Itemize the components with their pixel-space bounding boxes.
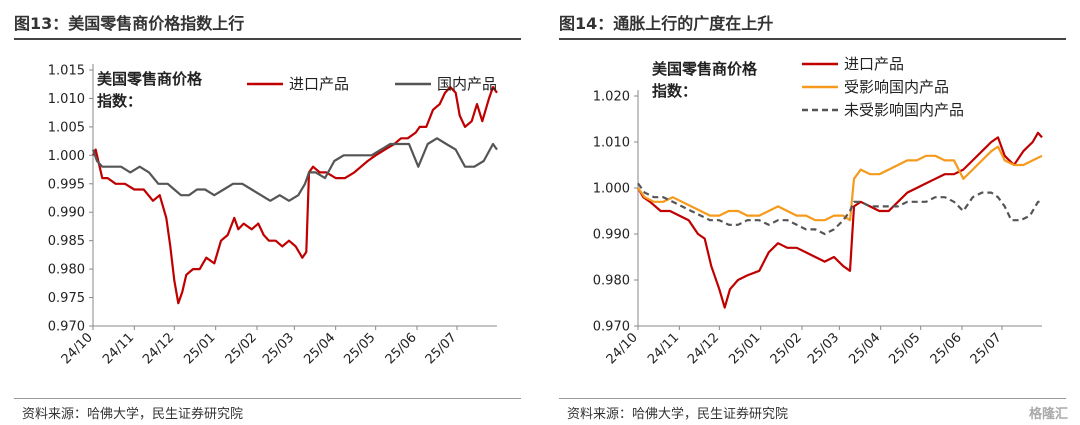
x-tick-label: 24/10 <box>604 330 641 367</box>
footer-rule <box>14 398 521 399</box>
chart-title: 图13：美国零售商价格指数上行 <box>14 14 245 33</box>
unit-label: 指数： <box>652 82 697 100</box>
series-line-1 <box>637 131 1043 309</box>
line-chart-14: 0.970 0.980 0.990 1.000 1.010 1.020 24/10 24/11… <box>593 55 1043 367</box>
y-tick-label: 0.980 <box>48 263 85 278</box>
y-tick-label: 0.975 <box>48 291 85 306</box>
legend-label: 国内产品 <box>437 75 497 93</box>
series-line-2 <box>637 145 1043 222</box>
y-tick-label: 1.010 <box>593 136 630 151</box>
chart-panel-14: 图14：通胀上行的广度在上升 0.970 0.980 0.990 1.000 1.010… <box>545 0 1080 425</box>
y-tick-label: 1.000 <box>593 182 630 197</box>
line-chart-13: 0.970 0.975 0.980 0.985 0.990 0.995 1.000 1.005… <box>48 64 498 367</box>
footer-rule <box>559 398 1066 399</box>
legend-label: 未受影响国内产品 <box>844 101 964 119</box>
x-tick-label: 25/04 <box>301 330 338 367</box>
title-rule <box>559 38 1066 40</box>
x-tick-label: 25/04 <box>846 330 883 367</box>
y-tick-label: 0.980 <box>593 274 630 289</box>
series-line-1 <box>92 86 498 305</box>
y-tick-label: 0.970 <box>593 320 630 335</box>
y-tick-label: 0.995 <box>48 177 85 192</box>
series-line-3 <box>637 182 1042 236</box>
unit-label: 指数： <box>97 92 142 110</box>
x-tick-label: 25/06 <box>383 330 420 367</box>
title-rule <box>14 38 521 40</box>
y-tick-label: 1.020 <box>593 90 630 105</box>
chart-panel-13: 图13：美国零售商价格指数上行 0.970 0.975 0.980 0.985 0.99… <box>0 0 535 425</box>
y-tick-label: 0.990 <box>48 206 85 221</box>
x-tick-label: 24/11 <box>645 330 682 367</box>
legend-label: 进口产品 <box>844 55 904 73</box>
x-tick-label: 25/03 <box>260 330 297 367</box>
legend-label: 受影响国内产品 <box>844 78 949 96</box>
x-tick-label: 25/07 <box>423 330 460 367</box>
source-note: 资料来源：哈佛大学，民生证券研究院 <box>567 407 789 422</box>
x-tick-label: 25/02 <box>223 330 260 367</box>
x-tick-label: 25/03 <box>805 330 842 367</box>
y-tick-label: 0.990 <box>593 228 630 243</box>
y-tick-label: 0.970 <box>48 320 85 335</box>
x-tick-label: 24/11 <box>100 330 137 367</box>
x-tick-label: 25/02 <box>768 330 805 367</box>
x-tick-label: 24/10 <box>59 330 96 367</box>
y-tick-label: 1.005 <box>48 120 85 135</box>
series-line-2 <box>91 137 498 202</box>
x-tick-label: 24/12 <box>685 330 722 367</box>
y-tick-label: 0.985 <box>48 234 85 249</box>
x-tick-label: 25/06 <box>928 330 965 367</box>
chart-title: 图14：通胀上行的广度在上升 <box>559 14 774 33</box>
x-tick-label: 25/05 <box>886 330 923 367</box>
legend-label: 进口产品 <box>289 75 349 93</box>
x-tick-label: 24/12 <box>140 330 177 367</box>
unit-label: 美国零售商价格 <box>652 60 758 78</box>
x-tick-label: 25/07 <box>968 330 1005 367</box>
watermark-logo: 格隆汇 <box>1028 407 1068 422</box>
y-tick-label: 1.000 <box>48 149 85 164</box>
y-tick-label: 1.010 <box>48 92 85 107</box>
x-tick-label: 25/01 <box>181 330 218 367</box>
y-tick-label: 1.015 <box>48 64 85 79</box>
source-note: 资料来源：哈佛大学，民生证券研究院 <box>22 407 244 422</box>
x-tick-label: 25/01 <box>726 330 763 367</box>
unit-label: 美国零售商价格 <box>97 70 203 88</box>
x-tick-label: 25/05 <box>341 330 378 367</box>
